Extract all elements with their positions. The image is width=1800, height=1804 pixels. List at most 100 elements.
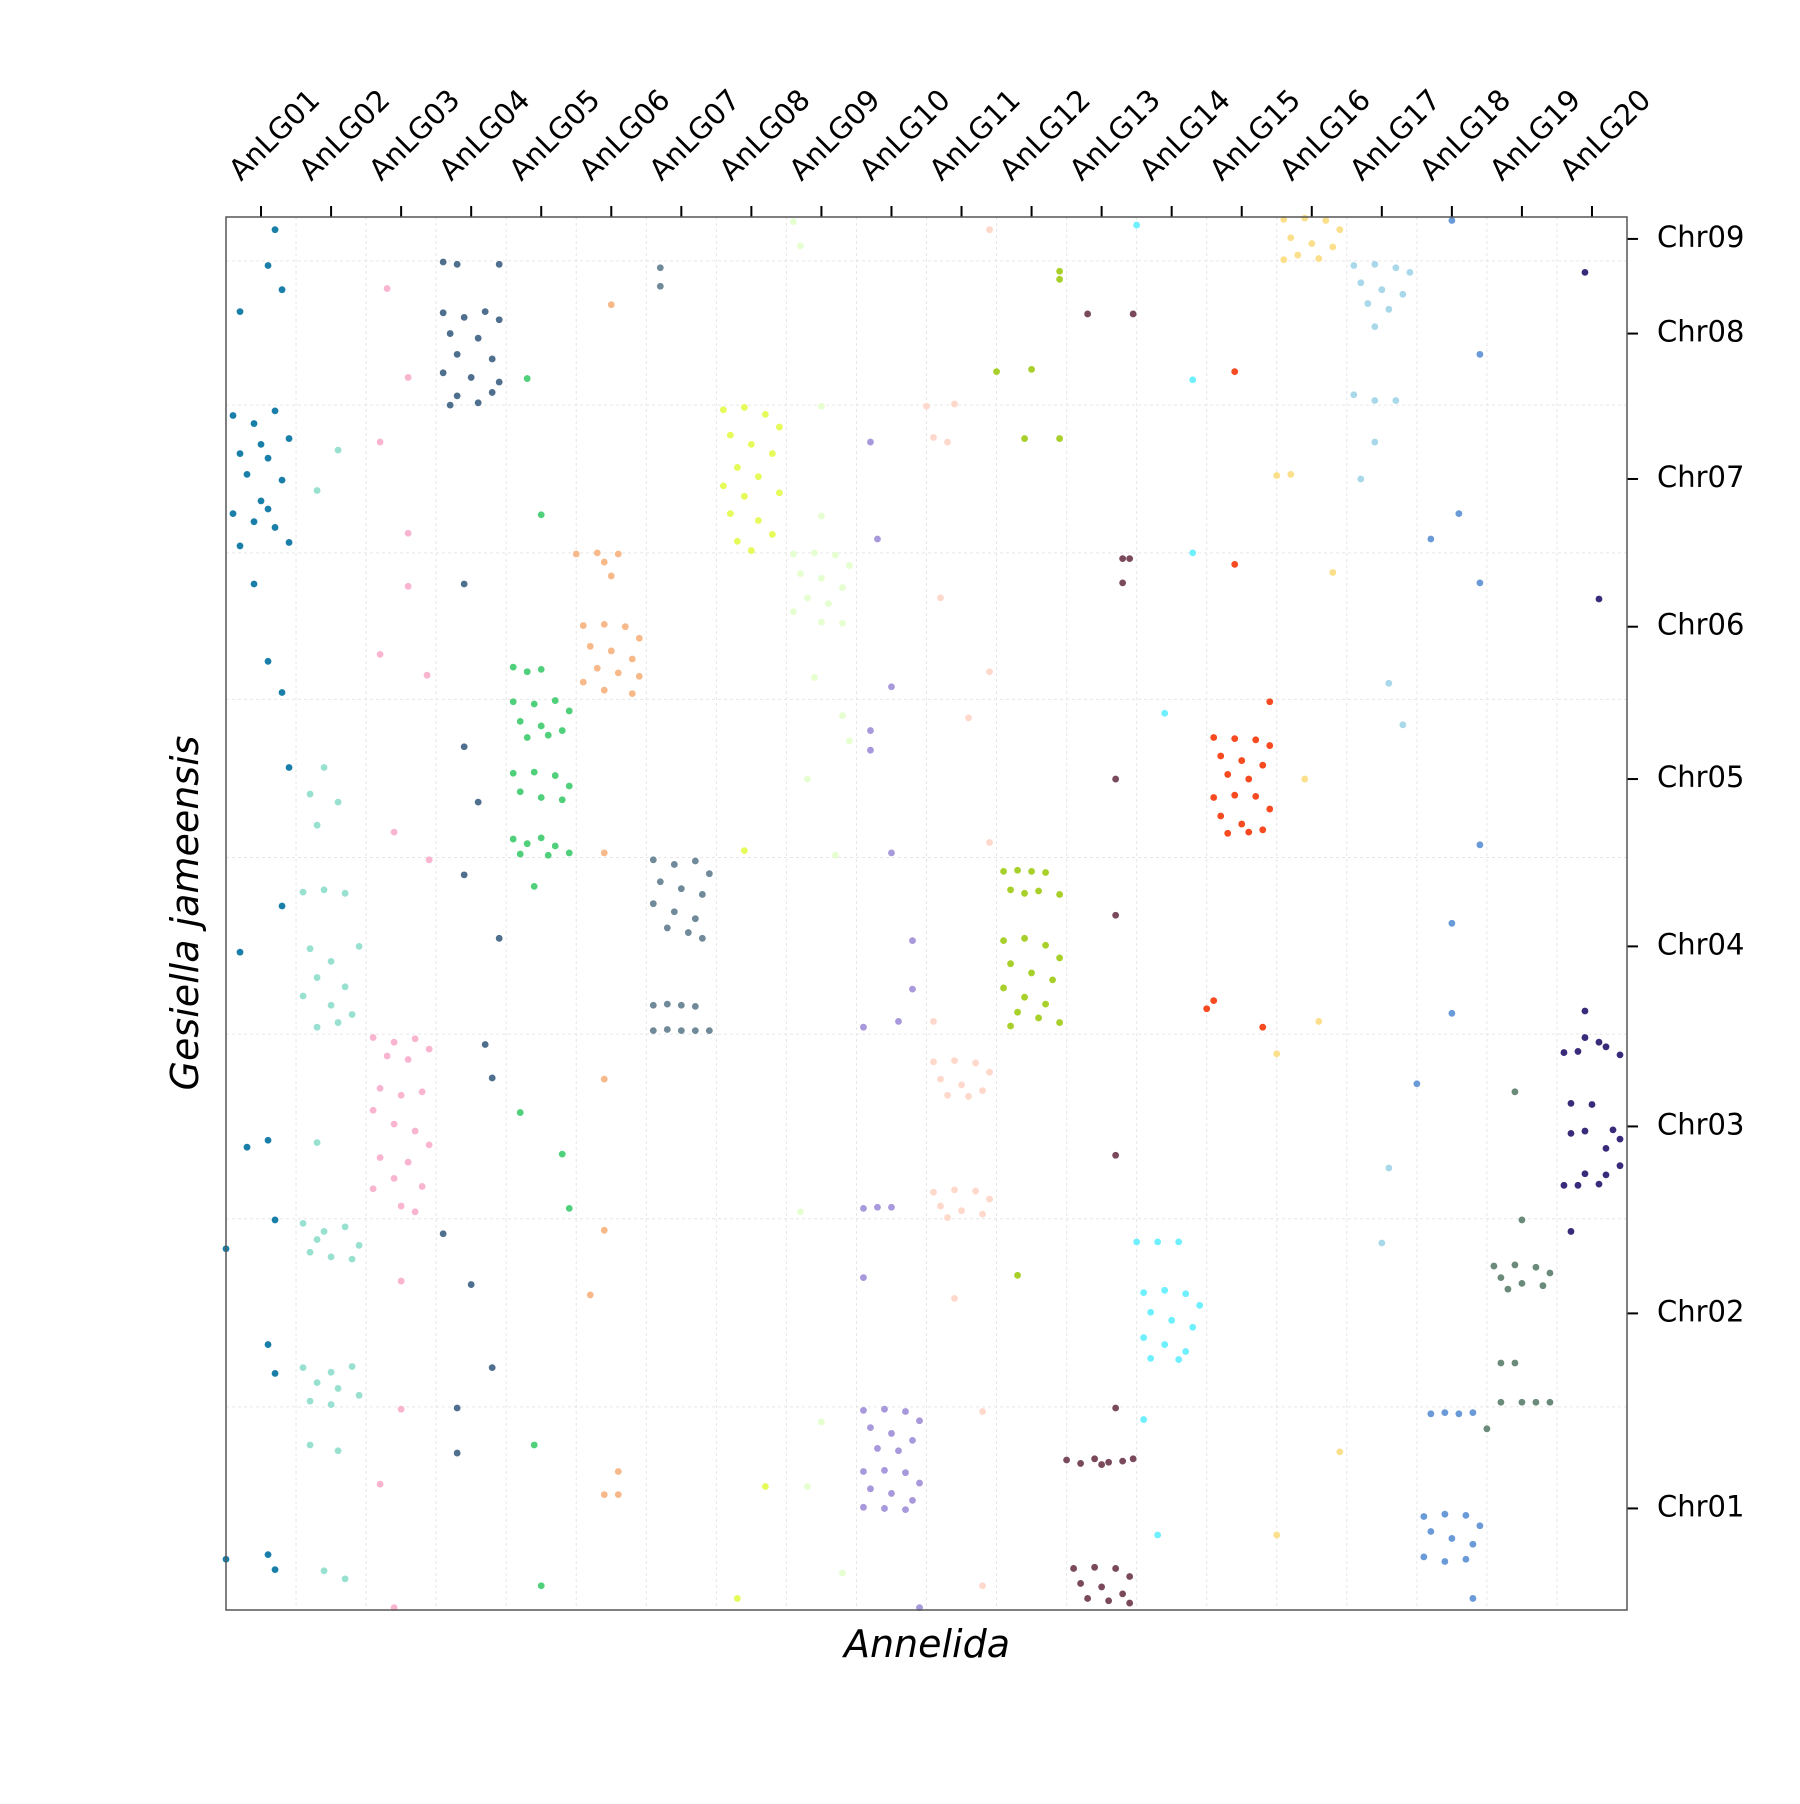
point [867, 727, 874, 734]
point [544, 731, 552, 739]
point [418, 1088, 426, 1096]
point [740, 847, 748, 855]
point [530, 768, 538, 776]
point [972, 1059, 979, 1067]
point [790, 608, 797, 616]
point [607, 301, 615, 309]
series [1350, 260, 1414, 1247]
point [818, 1418, 825, 1426]
point [404, 582, 412, 590]
point [1000, 984, 1007, 992]
point [930, 434, 937, 441]
point [951, 1057, 958, 1065]
point [1392, 264, 1400, 272]
point [937, 594, 944, 602]
point [334, 1385, 342, 1392]
point [733, 537, 741, 545]
point [1140, 1289, 1148, 1297]
point [979, 1210, 986, 1218]
point [1497, 1359, 1505, 1367]
point [1364, 300, 1372, 307]
point [565, 707, 573, 715]
point [320, 764, 328, 771]
point [1490, 1262, 1498, 1270]
point [299, 992, 307, 1000]
point [797, 1208, 804, 1216]
point [278, 689, 286, 696]
point [558, 1150, 566, 1158]
point [1469, 1540, 1477, 1548]
series [860, 438, 923, 1612]
point [600, 686, 608, 694]
point [278, 476, 286, 484]
point [614, 1468, 622, 1475]
point [909, 985, 916, 993]
point [1287, 234, 1295, 242]
point [264, 1551, 272, 1559]
point [390, 828, 398, 836]
point [271, 1566, 279, 1574]
point [397, 1202, 405, 1210]
y-tick-label: Chr03 [1657, 1107, 1744, 1141]
point [1448, 919, 1456, 927]
point [1007, 1022, 1014, 1030]
point [832, 551, 839, 559]
point [257, 440, 265, 448]
point [1231, 791, 1239, 799]
point [1602, 1171, 1610, 1179]
point [1056, 267, 1063, 275]
point [1203, 1005, 1211, 1013]
point [271, 407, 279, 415]
point [916, 1417, 923, 1425]
point [1455, 510, 1463, 518]
point [649, 1001, 657, 1009]
point [1112, 1404, 1120, 1412]
point [1336, 226, 1344, 234]
point [320, 1567, 328, 1575]
point [811, 549, 818, 557]
point [509, 769, 517, 777]
point [1175, 1238, 1183, 1246]
point [509, 835, 517, 843]
point [236, 450, 244, 457]
point [649, 1027, 657, 1035]
point [733, 464, 741, 471]
point [474, 399, 482, 407]
point [839, 619, 846, 627]
point [537, 666, 545, 673]
point [790, 550, 797, 558]
point [705, 870, 713, 878]
point [1315, 1018, 1323, 1025]
point [691, 915, 699, 923]
point [1119, 1457, 1127, 1465]
point [523, 734, 531, 741]
point [1056, 954, 1063, 962]
point [334, 1019, 342, 1026]
point [698, 891, 706, 898]
y-tick-label: Chr02 [1657, 1294, 1744, 1328]
point [1112, 1565, 1120, 1572]
point [1427, 1410, 1435, 1418]
point [1119, 555, 1127, 563]
point [979, 1408, 986, 1415]
point [895, 1018, 902, 1025]
point [902, 1506, 909, 1513]
point [313, 487, 321, 494]
point [264, 454, 272, 462]
point [1196, 1301, 1204, 1309]
point [846, 737, 853, 745]
point [593, 549, 601, 557]
point [839, 1569, 846, 1577]
point [1140, 1334, 1148, 1342]
point [474, 334, 482, 342]
point [909, 1436, 916, 1444]
point [327, 1401, 335, 1408]
point [1014, 1271, 1021, 1279]
point [390, 1038, 398, 1046]
point [1161, 1341, 1169, 1348]
point [614, 669, 622, 677]
point [1056, 275, 1063, 283]
point [404, 1158, 412, 1166]
point [621, 623, 629, 631]
point [1462, 1511, 1470, 1519]
